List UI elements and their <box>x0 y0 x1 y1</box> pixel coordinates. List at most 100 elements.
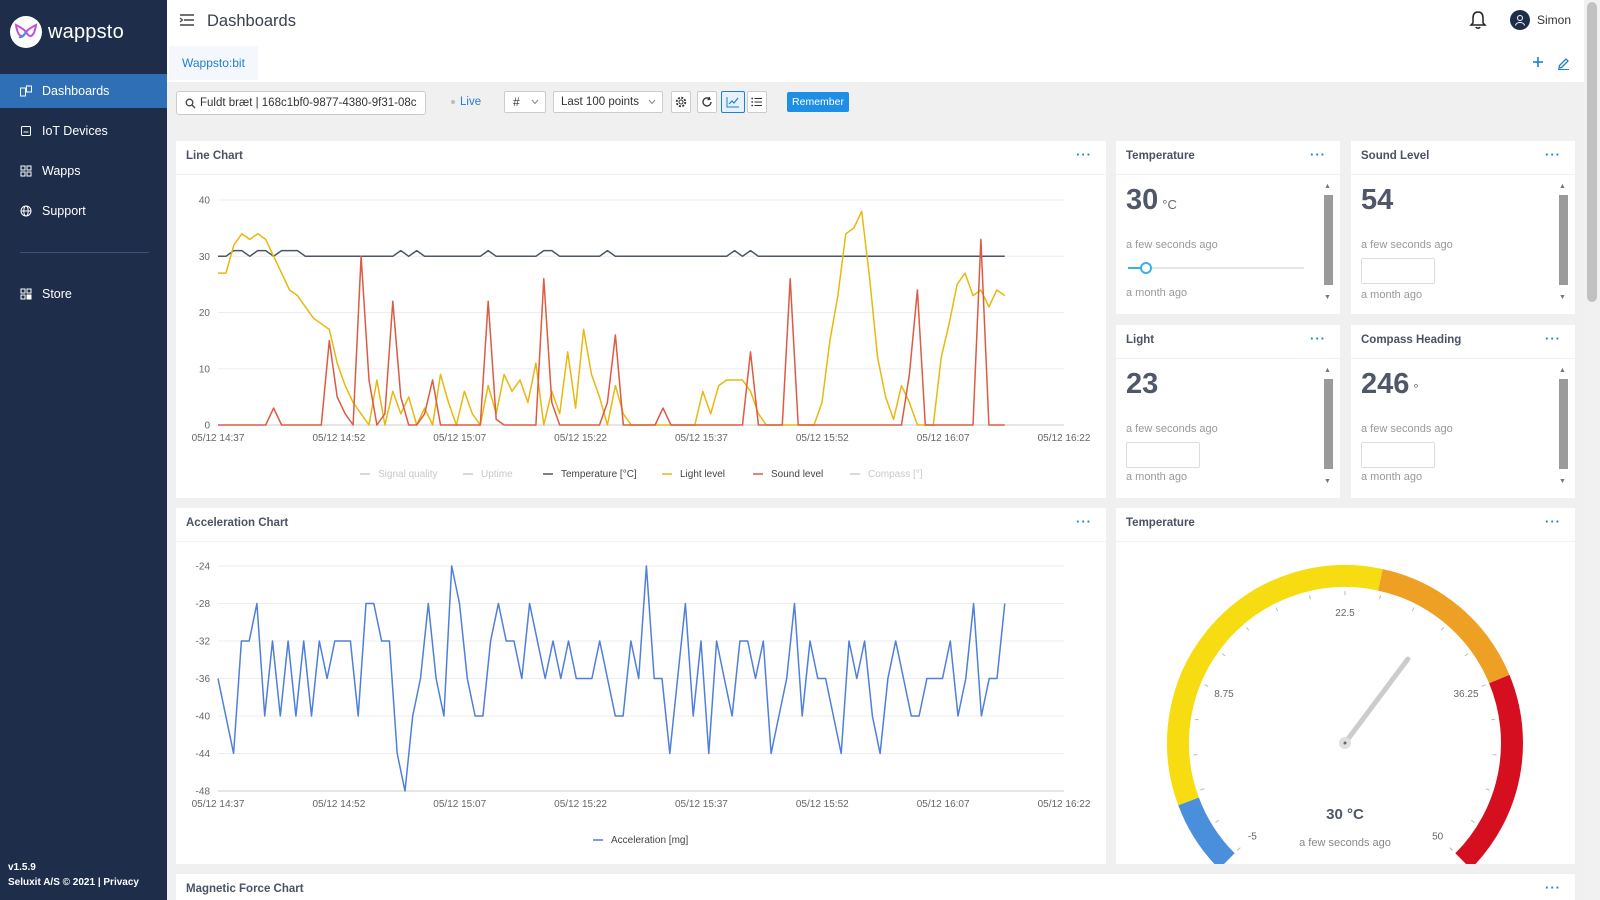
card-scrollbar[interactable]: ▲ ▼ <box>1557 183 1568 301</box>
card-divider <box>1116 174 1340 175</box>
gauge-tick <box>1491 718 1496 721</box>
card-title: Compass Heading <box>1361 334 1462 346</box>
scroll-thumb[interactable] <box>1324 379 1333 469</box>
value-unit: ° <box>1413 381 1419 396</box>
store-icon <box>20 288 32 300</box>
gauge-tick <box>1309 595 1311 600</box>
card-scrollbar[interactable]: ▲ ▼ <box>1322 183 1333 301</box>
scroll-down-icon[interactable]: ▼ <box>1559 294 1566 301</box>
sidebar-nav: Dashboards IoT Devices Wapps Support Sto… <box>0 74 167 317</box>
compass-input[interactable] <box>1361 442 1435 468</box>
card-divider <box>1351 174 1575 175</box>
y-tick-label: -24 <box>196 562 211 573</box>
scroll-down-icon[interactable]: ▼ <box>1559 478 1566 485</box>
page-scrollbar[interactable] <box>1584 0 1600 900</box>
temperature-value: 30 °C <box>1126 184 1177 217</box>
sidebar-item-wapps[interactable]: Wapps <box>0 154 167 188</box>
chevron-down-icon <box>531 99 539 105</box>
plus-icon <box>1533 57 1543 67</box>
card-menu-icon[interactable]: ··· <box>1076 147 1092 162</box>
series-line <box>218 238 1005 426</box>
scroll-up-icon[interactable]: ▲ <box>1559 183 1566 190</box>
x-tick-label: 05/12 14:37 <box>192 433 245 444</box>
tab-wappsto-bit[interactable]: Wappsto:bit <box>169 46 258 82</box>
edit-dashboard-button[interactable] <box>1557 57 1570 75</box>
scroll-thumb[interactable] <box>1559 195 1568 285</box>
x-tick-label: 05/12 16:07 <box>917 433 970 444</box>
x-tick-label: 05/12 14:52 <box>312 799 365 810</box>
x-tick-label: 05/12 15:52 <box>796 433 849 444</box>
x-tick-label: 05/12 15:07 <box>433 433 486 444</box>
gauge-tick-label: 8.75 <box>1214 689 1234 700</box>
grid-icon <box>20 165 32 177</box>
points-select[interactable]: Last 100 points <box>553 91 663 113</box>
refresh-button[interactable] <box>697 91 717 113</box>
y-tick-label: -40 <box>196 712 211 723</box>
series-line <box>217 565 1006 792</box>
card-menu-icon[interactable]: ··· <box>1545 880 1561 895</box>
gauge-tick <box>1411 607 1415 612</box>
gauge-tick <box>1440 627 1445 631</box>
card-menu-icon[interactable]: ··· <box>1310 331 1326 346</box>
card-menu-icon[interactable]: ··· <box>1545 514 1561 529</box>
card-title: Temperature <box>1126 150 1195 162</box>
sidebar-item-dashboards[interactable]: Dashboards <box>0 74 167 108</box>
legend-label: Uptime <box>481 469 513 480</box>
gauge-tick-label: 36.25 <box>1454 689 1479 700</box>
scroll-up-icon[interactable]: ▲ <box>1324 367 1331 374</box>
gauge-tick <box>1485 788 1490 791</box>
chart-view-button[interactable] <box>721 91 745 113</box>
card-title: Light <box>1126 334 1155 346</box>
hash-select[interactable]: # <box>504 91 546 113</box>
settings-button[interactable] <box>671 91 691 113</box>
timestamp: a few seconds ago <box>1126 239 1218 251</box>
timestamp: a few seconds ago <box>1361 423 1453 435</box>
gauge-band-hot <box>1455 674 1523 864</box>
older-timestamp: a month ago <box>1126 287 1188 299</box>
card-scrollbar[interactable]: ▲ ▼ <box>1557 367 1568 485</box>
light-input[interactable] <box>1126 442 1200 468</box>
timestamp: a few seconds ago <box>1126 423 1218 435</box>
gauge-tick <box>1275 607 1279 612</box>
card-title: Line Chart <box>186 150 243 162</box>
brand-logo[interactable]: wappsto <box>10 16 124 48</box>
y-tick-label: 30 <box>199 252 211 263</box>
sidebar-item-store[interactable]: Store <box>0 277 167 311</box>
timestamp: a few seconds ago <box>1361 239 1453 251</box>
y-tick-label: 40 <box>199 196 211 207</box>
gauge-tick <box>1221 653 1226 657</box>
scroll-thumb[interactable] <box>1559 379 1568 469</box>
device-search-input[interactable]: Fuldt bræt | 168c1bf0-9877-4380-9f31-08c <box>176 91 426 115</box>
scroll-down-icon[interactable]: ▼ <box>1324 294 1331 301</box>
x-tick-label: 05/12 15:37 <box>675 799 728 810</box>
slider-handle[interactable] <box>1139 262 1152 274</box>
card-menu-icon[interactable]: ··· <box>1310 147 1326 162</box>
live-toggle[interactable]: Live <box>451 96 481 108</box>
sound-input[interactable] <box>1361 258 1435 284</box>
page-scroll-thumb[interactable] <box>1587 2 1597 302</box>
y-tick-label: -44 <box>196 749 211 760</box>
x-tick-label: 05/12 14:37 <box>192 799 245 810</box>
card-menu-icon[interactable]: ··· <box>1545 147 1561 162</box>
remember-button[interactable]: Remember <box>787 92 849 112</box>
scroll-thumb[interactable] <box>1324 195 1333 285</box>
copyright-link[interactable]: Seluxit A/S © 2021 | Privacy <box>8 877 139 888</box>
notification-bell-icon[interactable] <box>1469 10 1487 35</box>
add-tab-button[interactable] <box>1532 56 1544 68</box>
menu-toggle-icon[interactable] <box>179 13 195 32</box>
avatar <box>1510 10 1530 30</box>
card-menu-icon[interactable]: ··· <box>1545 331 1561 346</box>
scroll-down-icon[interactable]: ▼ <box>1324 478 1331 485</box>
sidebar: wappsto Dashboards IoT Devices Wapps Sup… <box>0 0 167 900</box>
temperature-slider[interactable] <box>1128 262 1304 274</box>
user-menu[interactable]: Simon <box>1510 10 1571 30</box>
scroll-up-icon[interactable]: ▲ <box>1559 367 1566 374</box>
sidebar-item-support[interactable]: Support <box>0 194 167 228</box>
older-timestamp: a month ago <box>1361 471 1423 483</box>
sidebar-item-iot-devices[interactable]: IoT Devices <box>0 114 167 148</box>
card-menu-icon[interactable]: ··· <box>1076 514 1092 529</box>
list-view-button[interactable] <box>747 91 767 113</box>
scroll-up-icon[interactable]: ▲ <box>1324 183 1331 190</box>
gauge-timestamp: a few seconds ago <box>1299 837 1391 849</box>
card-scrollbar[interactable]: ▲ ▼ <box>1322 367 1333 485</box>
